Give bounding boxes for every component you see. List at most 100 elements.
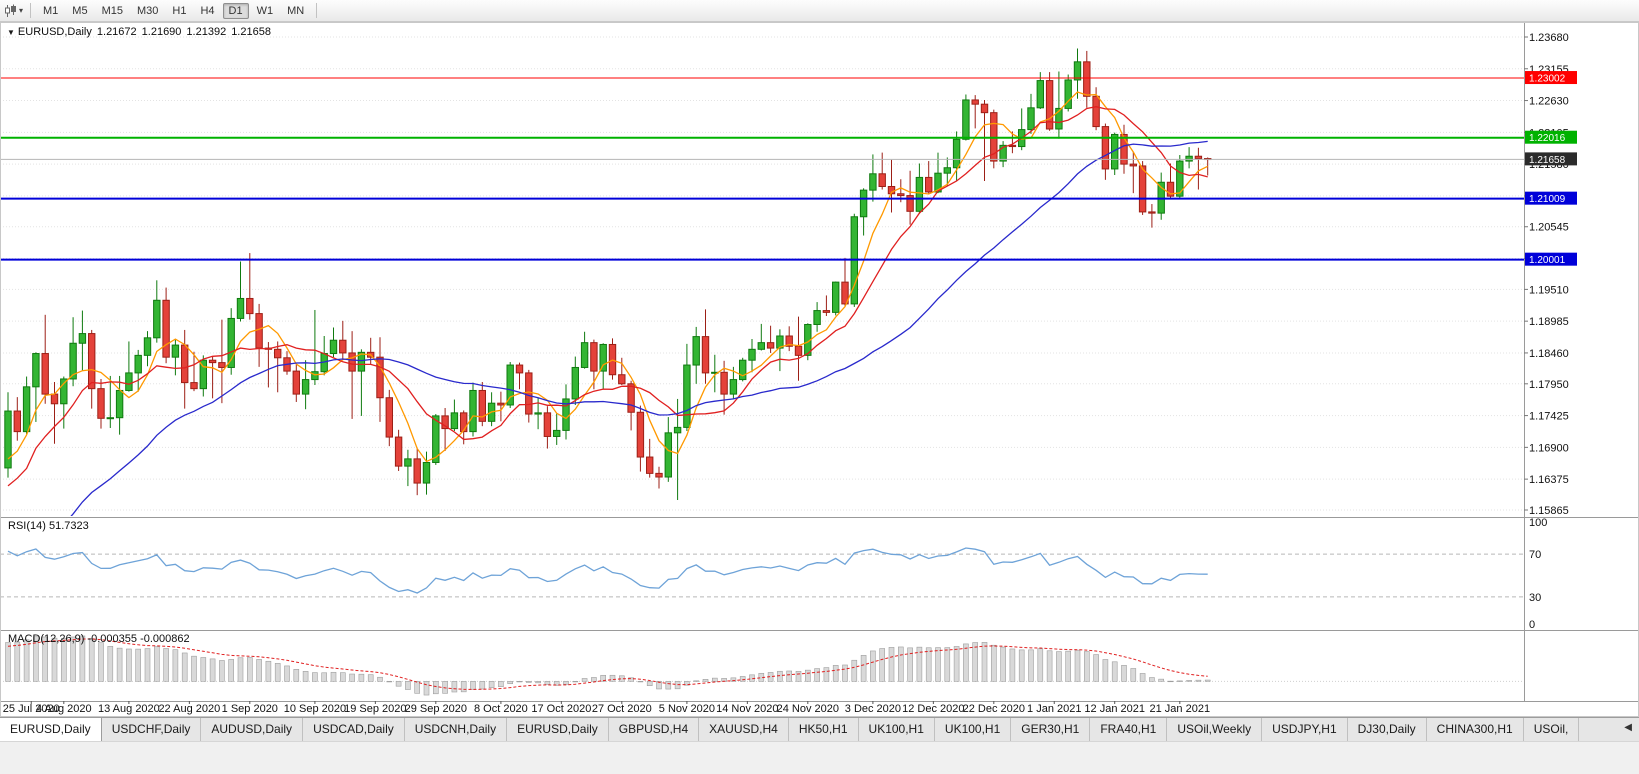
macd-histogram-bar (591, 677, 597, 682)
macd-histogram-bar (51, 637, 58, 682)
candle-body (274, 348, 282, 359)
chart-type-icon[interactable] (4, 4, 18, 18)
macd-histogram-bar (339, 672, 346, 682)
macd-histogram-bar (1009, 648, 1016, 682)
macd-histogram-bar (1037, 648, 1044, 682)
macd-histogram-bar (1158, 678, 1164, 682)
candle-body (1194, 155, 1203, 160)
price-axis-label: 1.17950 (1529, 379, 1569, 391)
chart-tab-usoil-[interactable]: USOil, (1523, 718, 1580, 741)
timeframe-button-w1[interactable]: W1 (256, 4, 274, 17)
macd-histogram-bar (386, 681, 393, 683)
macd-histogram-bar (628, 677, 634, 682)
macd-histogram-bar (739, 676, 746, 682)
candle-body (869, 173, 877, 191)
timeframe-button-h4[interactable]: H4 (200, 4, 215, 17)
price-axis[interactable] (1524, 22, 1639, 701)
macd-histogram-bar (14, 641, 21, 682)
chart-menu-icon[interactable]: ▼ (7, 28, 15, 37)
chart-tab-usdcad-daily[interactable]: USDCAD,Daily (303, 718, 405, 741)
chart-tab-uk100-h1[interactable]: UK100,H1 (858, 718, 935, 741)
chart-tab-usdchf-daily[interactable]: USDCHF,Daily (101, 718, 202, 741)
macd-histogram-bar (656, 681, 662, 690)
candle-body (571, 366, 579, 400)
candle-body (450, 412, 459, 430)
timeframe-button-m15[interactable]: M15 (101, 4, 123, 17)
chart-tab-usdjpy-h1[interactable]: USDJPY,H1 (1262, 718, 1348, 741)
support-line-120001-tag (1525, 252, 1577, 266)
rsi-line (7, 547, 1208, 594)
chart-tab-china300-h1[interactable]: CHINA300,H1 (1426, 718, 1524, 741)
chart-tab-xauusd-h4[interactable]: XAUUSD,H4 (699, 718, 789, 741)
candle-body (404, 458, 412, 467)
macd-histogram-bar (507, 681, 514, 685)
candle-body (822, 310, 831, 313)
candle-body (125, 372, 133, 391)
macd-histogram-bar (265, 660, 272, 682)
candle-body (813, 310, 821, 325)
macd-histogram-bar (842, 664, 848, 682)
rsi-axis-label: 0 (1529, 619, 1535, 631)
chart-symbol-label: EURUSD,Daily (17, 26, 92, 38)
chart-tab-audusd-daily[interactable]: AUDUSD,Daily (201, 718, 304, 741)
macd-histogram-bar (498, 681, 504, 687)
macd-histogram-bar (42, 636, 49, 682)
chart-tab-dj30-daily[interactable]: DJ30,Daily (1347, 718, 1427, 741)
candle-body (134, 354, 142, 374)
price-axis-label: 1.16900 (1529, 442, 1569, 454)
tab-scroll-left-button[interactable]: ◀ (1620, 722, 1636, 733)
chart-tab-fra40-h1[interactable]: FRA40,H1 (1090, 718, 1168, 741)
chart-tab-usdcnh-daily[interactable]: USDCNH,Daily (404, 718, 508, 741)
timeframe-button-d1[interactable]: D1 (222, 2, 249, 19)
candle-body (757, 342, 765, 350)
macd-histogram-bar (1028, 649, 1034, 682)
candle-body (971, 99, 979, 105)
chart-tab-ger30-h1[interactable]: GER30,H1 (1011, 718, 1091, 741)
chart-tab-usoil-weekly[interactable]: USOil,Weekly (1167, 718, 1263, 741)
candle-body (236, 297, 245, 319)
timeframe-button-mn[interactable]: MN (287, 4, 305, 17)
timeframe-button-h1[interactable]: H1 (172, 4, 187, 17)
macd-histogram-bar (525, 681, 532, 683)
macd-histogram-bar (293, 669, 300, 682)
timeframe-button-m1[interactable]: M1 (43, 4, 59, 17)
candle-body (218, 362, 226, 368)
candle-body (729, 379, 738, 395)
date-axis-label: 29 Sep 2020 (405, 703, 467, 715)
chart-type-caret-icon[interactable]: ▾ (19, 6, 24, 15)
chart-canvas[interactable]: 0.0143840-0.0053961.236801.231551.226301… (0, 0, 1639, 717)
chart-tab-eurusd-daily[interactable]: EURUSD,Daily (507, 718, 609, 741)
date-axis-label: 13 Aug 2020 (98, 703, 160, 715)
chart-tab-eurusd-daily[interactable]: EURUSD,Daily (0, 718, 102, 741)
macd-histogram-bar (274, 663, 281, 682)
macd-histogram-bar (1121, 665, 1127, 682)
candle-body (143, 337, 152, 356)
macd-histogram-bar (1139, 673, 1146, 682)
timeframe-button-m5[interactable]: M5 (72, 4, 88, 17)
candle-body (701, 336, 710, 374)
chart-tab-hk50-h1[interactable]: HK50,H1 (788, 718, 859, 741)
macd-histogram-bar (693, 680, 700, 682)
rsi-axis-label: 100 (1529, 517, 1547, 529)
date-axis-label: 14 Nov 2020 (716, 703, 778, 715)
candle-body (357, 351, 366, 372)
macd-histogram-bar (451, 681, 458, 693)
candle-body (88, 333, 96, 390)
candle-body (673, 426, 682, 434)
chart-tab-gbpusd-h4[interactable]: GBPUSD,H4 (608, 718, 700, 741)
candle-body (1166, 181, 1175, 197)
macd-histogram-bar (516, 681, 523, 683)
ohlc-high: 1.21690 (141, 26, 182, 38)
macd-histogram-bar (488, 681, 495, 689)
ohlc-open: 1.21672 (96, 26, 137, 38)
candle-body (553, 429, 561, 437)
timeframe-button-m30[interactable]: M30 (136, 4, 159, 17)
candle-body (636, 411, 645, 458)
macd-histogram-bar (1130, 668, 1137, 682)
candle-body (4, 410, 12, 469)
macd-histogram-bar (879, 648, 886, 682)
chart-tab-uk100-h1[interactable]: UK100,H1 (934, 718, 1012, 741)
candle-body (162, 299, 170, 358)
macd-histogram-bar (377, 676, 383, 682)
candle-body (739, 359, 747, 381)
